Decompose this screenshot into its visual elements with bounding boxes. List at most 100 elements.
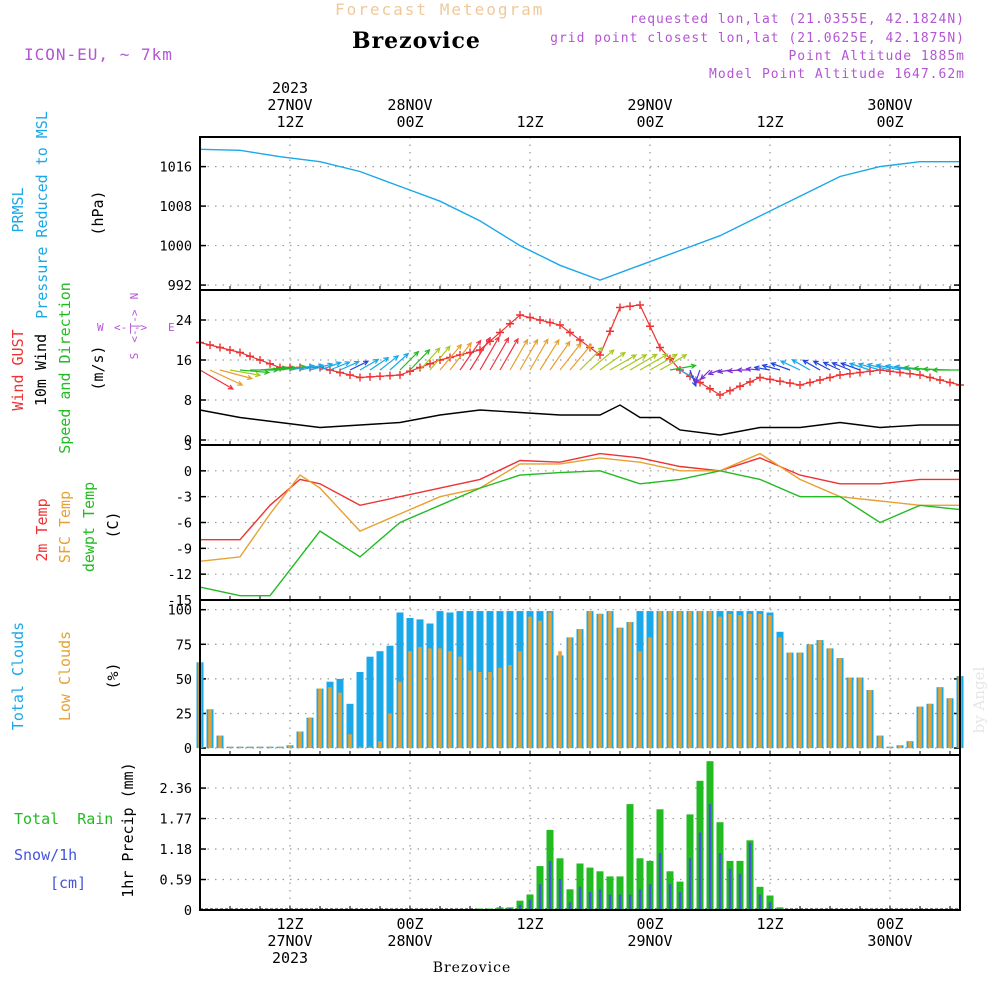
snow-bar	[518, 904, 522, 910]
gust-marker	[776, 377, 784, 386]
clouds-unit: (%)	[104, 662, 122, 689]
clouds-ytick-label: 0	[184, 741, 192, 757]
low-cloud-bar	[408, 651, 412, 749]
wind-arrow	[239, 369, 271, 375]
low-cloud-bar	[848, 677, 852, 749]
low-cloud-bar	[288, 745, 292, 749]
wind-arrow	[329, 361, 351, 371]
bottom-time-label: 30NOV	[867, 932, 912, 950]
snow-bar	[648, 884, 652, 910]
gust-marker	[556, 321, 564, 329]
gust-marker	[506, 319, 514, 328]
low-cloud-bar	[668, 611, 672, 749]
low-cloud-bar	[358, 746, 362, 749]
wind-arrow	[589, 349, 615, 371]
gust-marker	[826, 373, 834, 382]
rain-bar	[636, 858, 644, 910]
low-cloud-bar	[338, 692, 342, 749]
pressure-panel: 1016 1008 1000 992	[159, 136, 961, 294]
bottom-time-label: 27NOV	[267, 932, 312, 950]
low-cloud-bar	[368, 746, 372, 749]
low-cloud-bar	[248, 746, 252, 749]
low-cloud-bar	[868, 690, 872, 749]
pressure-ytick-label: 1000	[159, 239, 192, 255]
chart-subtitle: Forecast Meteogram	[335, 0, 544, 19]
low-cloud-bar	[318, 688, 322, 749]
low-cloud-bar	[718, 616, 722, 749]
wind-10m-label: 10m Wind	[32, 334, 50, 406]
wind-panel: 24 16 8 0	[176, 289, 964, 449]
low-cloud-bar	[638, 651, 642, 749]
low-cloud-bar	[658, 611, 662, 749]
low-cloud-bar	[428, 648, 432, 748]
precip-unit: 1hr Precip (mm)	[119, 762, 137, 897]
top-time-label: 12Z	[276, 113, 303, 131]
snow-bar	[568, 902, 572, 911]
wind-arrow	[449, 341, 473, 371]
low-cloud-bar	[688, 611, 692, 749]
total-cloud-bar	[396, 612, 404, 749]
low-cloud-bar	[948, 698, 952, 749]
snow-bar	[678, 891, 682, 910]
low-cloud-bar	[808, 644, 812, 749]
low-cloud-bar	[908, 741, 912, 749]
low-cloud-bar	[458, 656, 462, 748]
wind-arrow	[609, 354, 638, 371]
gust-marker	[266, 359, 274, 368]
pressure-label-short: PRMSL	[9, 187, 27, 232]
total-cloud-bar	[356, 672, 364, 749]
low-cloud-bar	[438, 648, 442, 748]
wind-arrow	[229, 369, 262, 378]
low-cloud-bar	[328, 687, 332, 749]
gust-marker	[816, 376, 824, 384]
gust-marker	[606, 327, 614, 336]
low-cloud-bar	[478, 672, 482, 749]
bottom-time-label: 12Z	[756, 915, 783, 933]
low-cloud-bar	[298, 731, 302, 749]
wind-arrow	[419, 347, 441, 371]
snow-bar	[768, 902, 772, 911]
gust-marker	[936, 376, 944, 384]
low-cloud-bar	[398, 681, 402, 749]
wind-arrow	[707, 369, 721, 376]
gust-marker	[426, 359, 434, 368]
wind-arrow	[679, 369, 700, 382]
wind-arrow	[694, 369, 701, 385]
dewpoint-line	[199, 470, 961, 597]
top-time-label: 00Z	[396, 113, 423, 131]
pressure-label-long: Pressure Reduced to MSL	[33, 111, 51, 319]
temperature-ytick-label: -9	[176, 541, 192, 557]
chart-title: Brezovice	[352, 28, 481, 54]
gust-marker	[626, 302, 634, 311]
low-cloud-bar	[938, 687, 942, 749]
wind-arrow	[649, 353, 679, 371]
requested-coords: requested lon,lat (21.0355E, 42.1824N)	[630, 12, 965, 27]
gust-marker	[216, 343, 224, 352]
gust-marker	[836, 371, 844, 379]
snow-bar	[688, 858, 692, 910]
rain-bar	[566, 889, 574, 910]
gust-marker	[396, 371, 404, 379]
wind-arrow	[529, 338, 549, 371]
low-clouds-label: Low Clouds	[56, 631, 74, 721]
total-cloud-bar	[386, 645, 394, 749]
wind-arrow	[753, 365, 771, 371]
gust-marker	[496, 328, 504, 337]
wind-arrow	[399, 350, 420, 371]
gust-marker	[526, 313, 534, 322]
gust-marker	[386, 371, 394, 380]
clouds-ytick-label: 100	[168, 603, 192, 619]
low-cloud-bar	[578, 629, 582, 749]
precip-ytick-label: 0	[184, 903, 192, 919]
low-cloud-bar	[778, 637, 782, 749]
low-cloud-bar	[208, 709, 212, 749]
gust-marker	[726, 386, 734, 395]
gust-marker	[786, 379, 794, 388]
snow-bar	[538, 884, 542, 910]
low-cloud-bar	[228, 746, 232, 749]
top-time-label: 12Z	[516, 113, 543, 131]
snow-bar	[578, 886, 582, 911]
wind-arrow	[359, 358, 380, 371]
wind-arrow	[931, 367, 960, 373]
